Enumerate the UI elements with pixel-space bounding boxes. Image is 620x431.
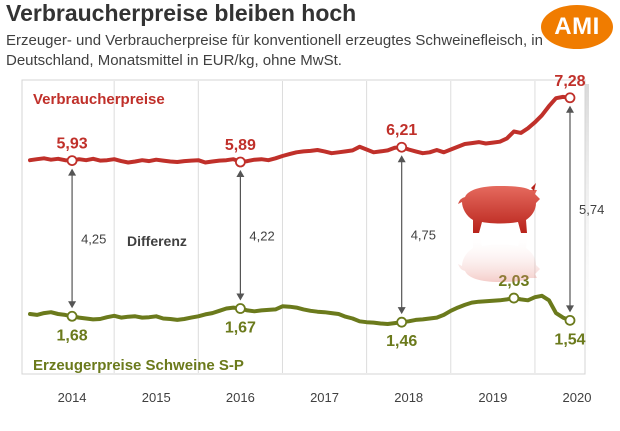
x-axis: 2014 2015 2016 2017 2018 2019 2020 [58,390,592,405]
page-subtitle: Erzeuger- und Verbraucherpreise für konv… [6,32,543,69]
point-marker [66,310,78,322]
pig-icon [458,183,540,233]
point-value-label: 6,21 [386,122,417,139]
point-value-label: 1,68 [57,327,88,344]
difference-arrows [68,105,574,315]
point-marker [234,156,246,168]
difference-arrow-head-down [397,307,406,315]
difference-value-label: 5,74 [579,202,604,217]
difference-value-label: 4,75 [411,228,436,243]
page-title: Verbraucherpreise bleiben hoch [6,0,357,26]
difference-arrow-head-down [566,305,574,313]
point-marker [508,292,520,304]
x-tick-label: 2015 [142,390,171,405]
consumer-series-label: Verbraucherpreise [33,91,165,108]
point-marker [66,155,78,167]
point-value-label: 5,93 [57,136,88,153]
point-marker [564,92,576,104]
x-tick-label: 2018 [394,390,423,405]
consumer-price-line [28,94,572,165]
difference-arrow-head-up [397,155,406,163]
point-value-label: 1,67 [225,320,256,337]
difference-arrow-head-up [566,105,574,113]
point-marker [396,141,408,153]
difference-label: Differenz [127,233,187,249]
point-marker [234,303,246,314]
point-marker [564,314,576,326]
data-labels: 4,25 4,22 4,75 5,74 5,93 5,89 6,21 7,28 1,68 1,67… [57,73,605,350]
x-tick-label: 2017 [310,390,339,405]
ami-logo: AMI [541,5,613,49]
x-tick-label: 2014 [58,390,87,405]
point-value-label: 7,28 [554,73,585,90]
difference-arrow-head-up [68,168,77,176]
difference-arrow-head-down [68,301,77,309]
year-gridlines [113,81,536,373]
point-value-label: 1,54 [554,331,585,348]
point-value-label: 5,89 [225,137,256,154]
producer-series-label: Erzeugerpreise Schweine S-P [33,357,244,374]
point-markers [66,92,576,328]
series-lines [28,94,572,326]
difference-value-label: 4,22 [249,228,274,243]
x-tick-label: 2020 [563,390,592,405]
difference-value-label: 4,25 [81,231,106,246]
plot-area [21,79,586,375]
point-value-label: 1,46 [386,333,417,350]
difference-arrow-head-up [236,170,245,177]
x-tick-label: 2016 [226,390,255,405]
point-marker [396,316,408,328]
x-tick-label: 2019 [478,390,507,405]
pig-reflection [458,235,540,282]
difference-arrow-head-down [236,293,245,301]
producer-price-line [28,293,572,326]
